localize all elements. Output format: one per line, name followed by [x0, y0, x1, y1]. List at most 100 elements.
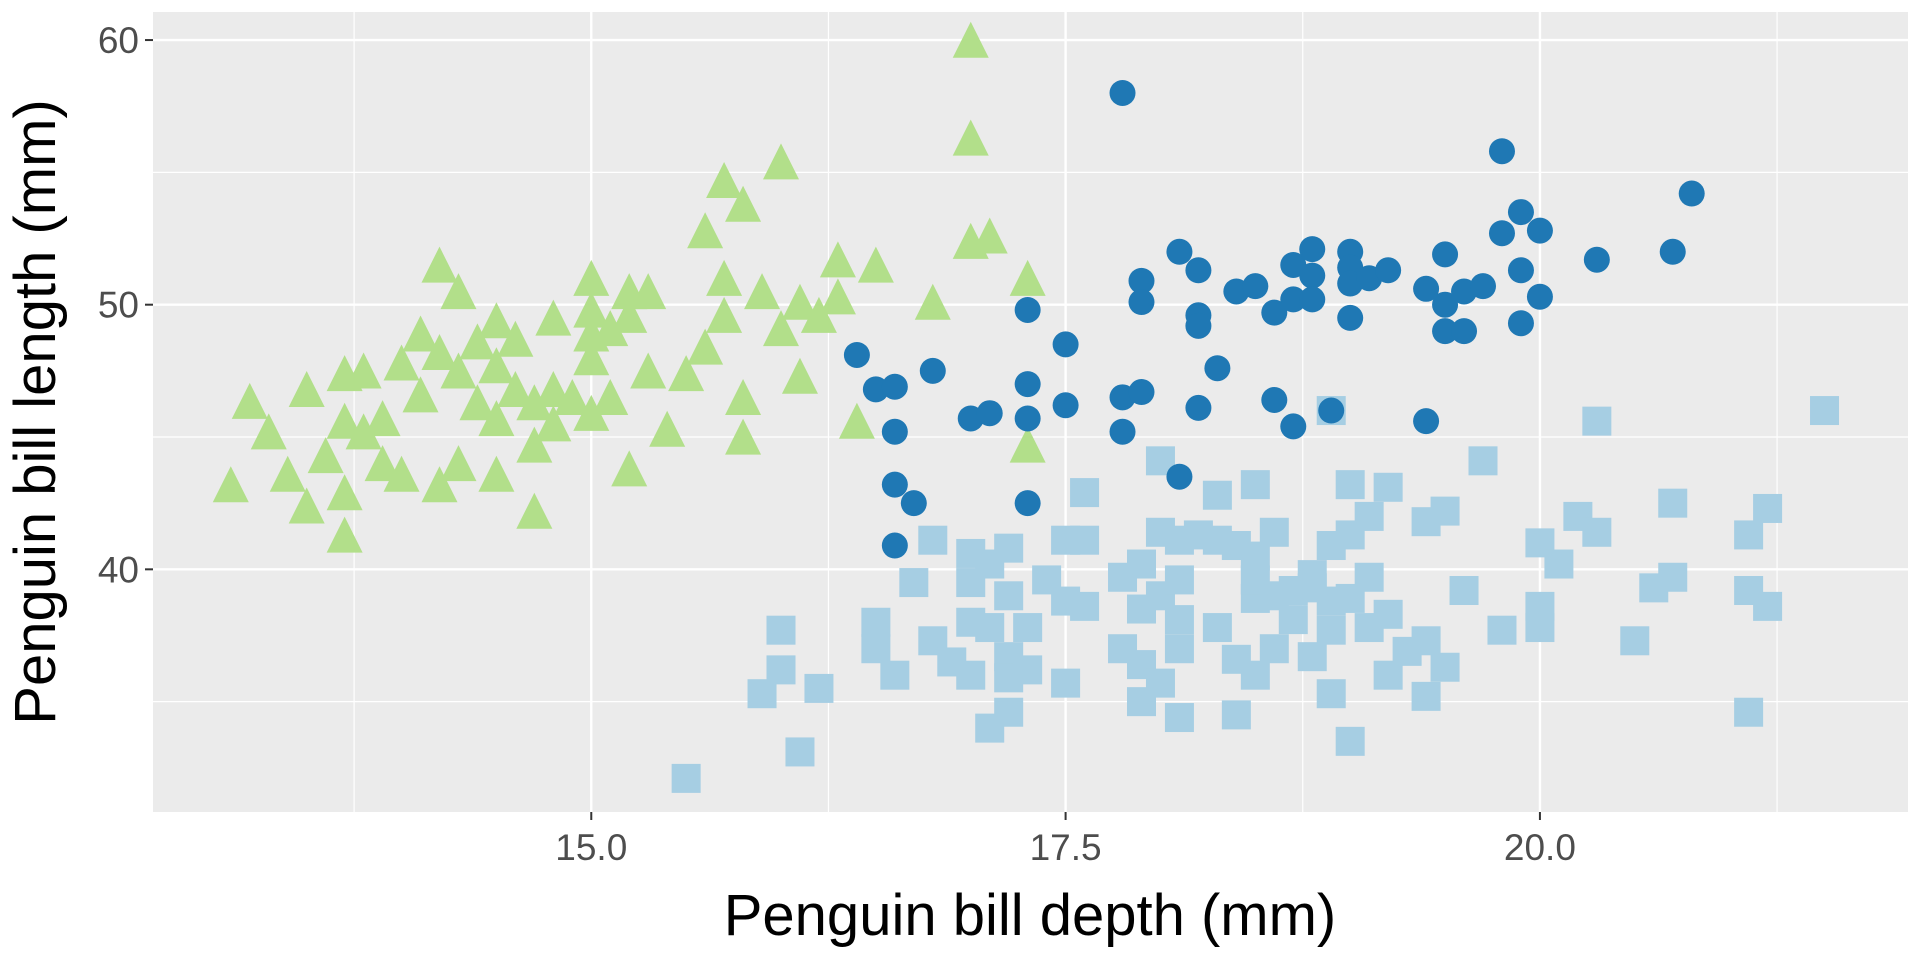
point-adelie	[1259, 517, 1289, 547]
point-chinstrap	[1128, 379, 1155, 406]
point-gentoo	[952, 119, 989, 156]
point-gentoo	[763, 143, 800, 180]
y-tick-label: 50	[98, 285, 139, 326]
point-adelie	[956, 660, 986, 690]
point-gentoo	[706, 296, 743, 333]
point-adelie	[899, 568, 929, 598]
point-chinstrap	[900, 490, 927, 517]
point-gentoo	[516, 426, 553, 463]
point-gentoo	[269, 455, 306, 492]
point-gentoo	[326, 474, 363, 511]
point-adelie	[1430, 652, 1460, 682]
point-chinstrap	[881, 373, 908, 400]
point-adelie	[1202, 613, 1232, 643]
point-chinstrap	[1185, 394, 1212, 421]
point-gentoo	[592, 378, 629, 415]
point-chinstrap	[1526, 283, 1553, 310]
point-gentoo	[573, 291, 610, 328]
point-gentoo	[687, 328, 724, 365]
point-gentoo	[725, 418, 762, 455]
point-gentoo	[250, 413, 287, 450]
point-adelie	[1259, 634, 1289, 664]
point-gentoo	[914, 283, 951, 320]
point-adelie	[994, 581, 1024, 611]
y-tick-label: 40	[98, 549, 139, 590]
point-adelie	[1051, 668, 1081, 698]
point-chinstrap	[1432, 291, 1459, 318]
point-adelie	[1126, 549, 1156, 579]
x-axis-title: Penguin bill depth (mm)	[724, 883, 1337, 948]
point-gentoo	[630, 273, 667, 310]
point-adelie	[1013, 655, 1043, 685]
point-chinstrap	[1280, 251, 1307, 278]
point-gentoo	[459, 384, 496, 421]
point-adelie	[1070, 478, 1100, 508]
point-gentoo	[478, 347, 515, 384]
point-gentoo	[231, 382, 268, 419]
point-adelie	[1411, 681, 1441, 711]
point-gentoo	[535, 371, 572, 408]
point-gentoo	[611, 450, 648, 487]
point-gentoo	[288, 487, 325, 524]
point-adelie	[1354, 562, 1384, 592]
point-chinstrap	[881, 532, 908, 559]
point-chinstrap	[1128, 267, 1155, 294]
point-chinstrap	[1280, 286, 1307, 313]
point-gentoo	[573, 394, 610, 431]
point-adelie	[671, 763, 701, 793]
point-gentoo	[440, 352, 477, 389]
point-adelie	[1468, 446, 1498, 476]
point-adelie	[1164, 605, 1194, 635]
point-gentoo	[440, 445, 477, 482]
point-gentoo	[345, 352, 382, 389]
point-chinstrap	[1413, 275, 1440, 302]
point-chinstrap	[1488, 220, 1515, 247]
point-adelie	[918, 525, 948, 555]
point-adelie	[1070, 591, 1100, 621]
point-adelie	[1734, 520, 1764, 550]
point-gentoo	[611, 296, 648, 333]
point-adelie	[1734, 697, 1764, 727]
point-adelie	[1013, 613, 1043, 643]
point-adelie	[1278, 605, 1308, 635]
point-gentoo	[800, 296, 837, 333]
point-gentoo	[326, 516, 363, 553]
point-chinstrap	[1507, 199, 1534, 226]
point-chinstrap	[1659, 238, 1686, 265]
point-gentoo	[212, 466, 249, 503]
point-chinstrap	[1413, 408, 1440, 435]
point-gentoo	[781, 357, 818, 394]
point-chinstrap	[1470, 273, 1497, 300]
point-gentoo	[364, 400, 401, 437]
point-gentoo	[687, 212, 724, 249]
axis-ticks: 15.0 17.5 20.0 40 50 60	[98, 20, 1576, 868]
point-gentoo	[383, 344, 420, 381]
point-gentoo	[535, 299, 572, 336]
point-adelie	[1582, 406, 1612, 436]
point-chinstrap	[1299, 236, 1326, 263]
point-chinstrap	[1109, 79, 1136, 106]
point-adelie	[1335, 726, 1365, 756]
point-chinstrap	[1299, 286, 1326, 313]
point-gentoo	[421, 246, 458, 283]
point-chinstrap	[1014, 405, 1041, 432]
point-gentoo	[497, 371, 534, 408]
point-gentoo	[516, 384, 553, 421]
point-gentoo	[307, 437, 344, 474]
point-chinstrap	[1185, 257, 1212, 284]
point-adelie	[766, 615, 796, 645]
point-adelie	[785, 737, 815, 767]
point-gentoo	[781, 283, 818, 320]
point-gentoo	[763, 310, 800, 347]
point-adelie	[1658, 562, 1688, 592]
point-adelie	[1164, 634, 1194, 664]
point-gentoo	[402, 315, 439, 352]
y-tick-label: 60	[98, 20, 139, 61]
point-chinstrap	[1280, 413, 1307, 440]
point-gentoo	[819, 241, 856, 278]
point-adelie	[1411, 626, 1441, 656]
point-gentoo	[440, 273, 477, 310]
point-gentoo	[478, 455, 515, 492]
point-chinstrap	[1299, 262, 1326, 289]
point-gentoo	[535, 405, 572, 442]
